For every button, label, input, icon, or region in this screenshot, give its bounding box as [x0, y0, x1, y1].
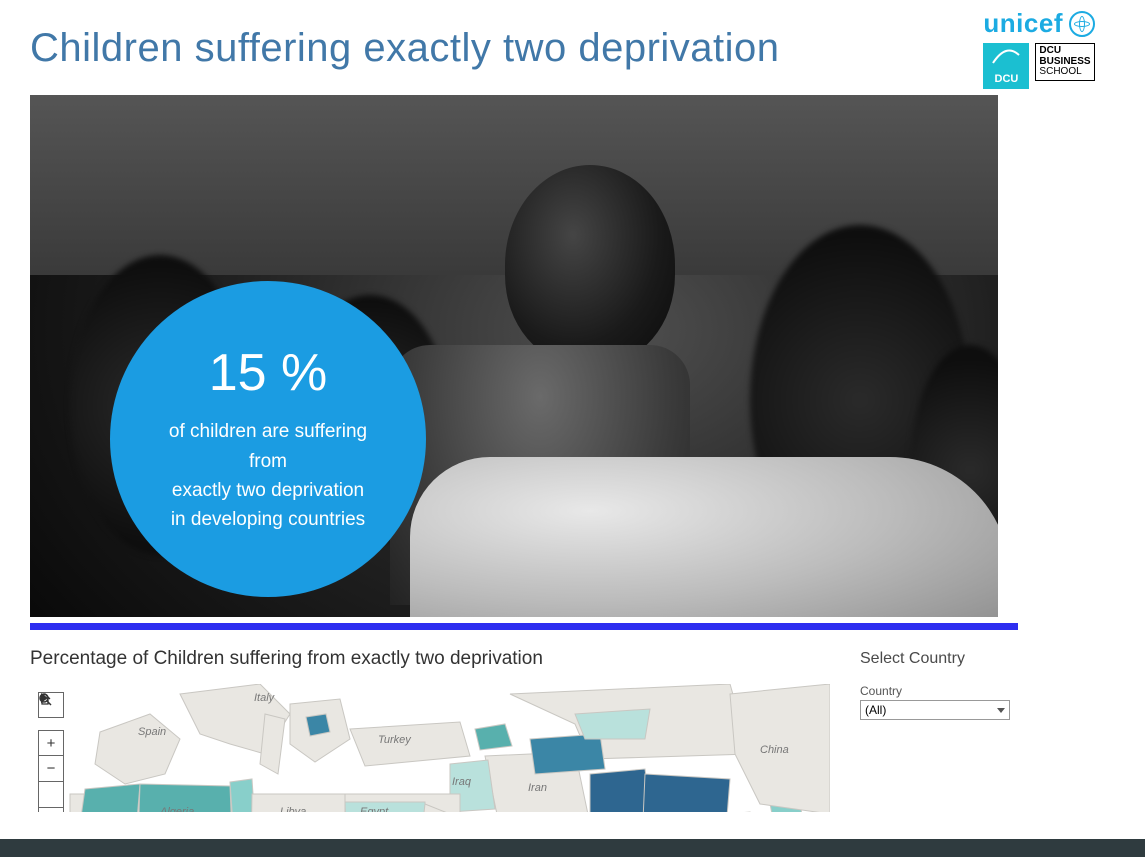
stat-line-2: from [249, 447, 287, 476]
unicef-globe-icon [1069, 11, 1095, 37]
map-play-button[interactable] [38, 808, 64, 812]
stat-line-4: in developing countries [171, 505, 365, 534]
dcu-logo-row: DCU DCU BUSINESS SCHOOL [983, 43, 1094, 89]
play-icon [38, 692, 50, 704]
stat-line-1: of children are suffering [169, 417, 367, 446]
map-svg [30, 684, 830, 812]
stat-circle: 15 % of children are suffering from exac… [110, 281, 426, 597]
stat-value: 15 % [209, 343, 328, 403]
map-section: Percentage of Children suffering from ex… [30, 648, 830, 812]
choropleth-map[interactable]: Spain Italy Turkey Iran China Iraq Alger… [30, 682, 830, 812]
filter-panel: Select Country Country (All) [860, 648, 1020, 720]
stat-line-3: exactly two deprivation [172, 476, 364, 505]
map-controls: + − [38, 692, 64, 812]
unicef-logo: unicef [983, 8, 1095, 39]
dcu-badge-text: DCU [995, 73, 1019, 85]
filter-panel-title: Select Country [860, 650, 1020, 668]
footer-bar [0, 839, 1145, 857]
filter-field-label: Country [860, 684, 1020, 698]
unicef-wordmark: unicef [983, 8, 1063, 39]
hero-banner: 15 % of children are suffering from exac… [30, 95, 998, 617]
map-title: Percentage of Children suffering from ex… [30, 648, 830, 670]
logo-block: unicef DCU DCU BUSINESS SCHOOL [983, 8, 1095, 89]
map-zoom-out-button[interactable]: − [38, 756, 64, 782]
dcu-business-school-text: DCU BUSINESS SCHOOL [1035, 43, 1094, 81]
map-zoom-in-button[interactable]: + [38, 730, 64, 756]
map-home-button[interactable] [38, 782, 64, 808]
page-title: Children suffering exactly two deprivati… [30, 26, 780, 71]
country-select-value: (All) [865, 703, 886, 717]
dcu-badge: DCU [983, 43, 1029, 89]
map-zoom-group: + − [38, 730, 64, 812]
dcu-swoosh-icon [991, 47, 1021, 65]
header: Children suffering exactly two deprivati… [30, 0, 1115, 89]
country-select[interactable]: (All) [860, 700, 1010, 720]
chevron-down-icon [997, 708, 1005, 713]
section-divider [30, 623, 1018, 630]
